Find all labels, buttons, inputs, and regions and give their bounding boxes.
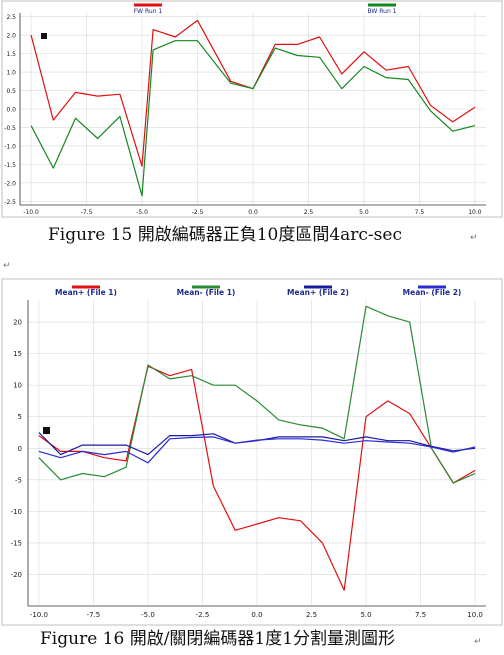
- figure-16-chart: Mean+ (File 1) Mean- (File 1) Mean+ (File …: [1, 278, 503, 626]
- series-lines: [38, 305, 476, 591]
- y-tick-label: -5: [15, 476, 22, 484]
- series-lines: [30, 19, 476, 197]
- gridlines: [20, 13, 486, 205]
- chart-legend: FW Run 1 BW Run 1: [134, 3, 397, 15]
- y-tick-label: 0: [18, 445, 22, 453]
- y-tick-label: 5: [18, 413, 22, 421]
- y-tick-label: 2.5: [6, 14, 16, 21]
- y-tick-label: 0.0: [6, 107, 16, 114]
- y-tick-label: 20: [13, 319, 22, 327]
- legend-label: Mean- (File 2): [403, 288, 462, 297]
- legend-label: Mean+ (File 1): [55, 288, 117, 297]
- cursor-marker: [43, 427, 50, 434]
- legend-label: BW Run 1: [368, 8, 397, 15]
- x-tick-label: 2.5: [306, 611, 317, 619]
- y-tick-label: 1.0: [6, 70, 16, 77]
- cursor-marker: [41, 33, 47, 39]
- x-tick-label: -5.0: [141, 611, 155, 619]
- y-tick-label: 1.5: [6, 51, 16, 58]
- x-tick-label: 10.0: [467, 611, 483, 619]
- x-tick-label: 10.0: [468, 209, 482, 216]
- x-tick-label: 5.0: [360, 611, 371, 619]
- y-tick-label: -1.5: [4, 162, 16, 169]
- x-tick-label: -7.5: [87, 611, 101, 619]
- x-tick-label: -2.5: [192, 209, 204, 216]
- gridlines: [28, 300, 486, 606]
- y-tick-label: -20: [11, 571, 22, 579]
- x-tick-label: -7.5: [81, 209, 93, 216]
- figure-15-chart: FW Run 1 BW Run 1 -10.0 -7.5 -5.0 -2.5 0.0 2.5…: [1, 0, 503, 218]
- x-tick-label: -10.0: [23, 209, 39, 216]
- y-tick-label: -15: [11, 539, 22, 547]
- x-tick-label: 7.5: [415, 611, 426, 619]
- series-line: [38, 436, 476, 464]
- tick-labels: -10.0 -7.5 -5.0 -2.5 0.0 2.5 5.0 7.5 10.0 2.5 2.0 1…: [4, 14, 481, 216]
- x-tick-label: -5.0: [136, 209, 148, 216]
- x-tick-label: -2.5: [196, 611, 210, 619]
- x-tick-label: -10.0: [30, 611, 48, 619]
- y-tick-label: -10: [11, 508, 22, 516]
- figure-16-caption: Figure 16 開啟/關閉編碼器1度1分割量測圖形: [40, 629, 395, 649]
- legend-label: Mean- (File 1): [177, 288, 236, 297]
- legend-label: Mean+ (File 2): [287, 288, 349, 297]
- y-tick-label: 2.0: [6, 33, 16, 40]
- tick-labels: -10.0 -7.5 -5.0 -2.5 0.0 2.5 5.0 7.5 10.0 20 15 10 5…: [11, 319, 483, 619]
- y-tick-label: -1.0: [4, 143, 16, 150]
- y-tick-label: 0.5: [6, 88, 16, 95]
- x-tick-label: 5.0: [359, 209, 369, 216]
- series-line: [38, 365, 476, 591]
- figure-15-caption: Figure 15 開啟編碼器正負10度區間4arc-sec: [48, 225, 402, 245]
- x-tick-label: 0.0: [251, 611, 262, 619]
- series-line: [38, 305, 476, 484]
- y-tick-label: -2.0: [4, 180, 16, 187]
- y-tick-label: -0.5: [4, 125, 16, 132]
- x-tick-label: 0.0: [248, 209, 258, 216]
- x-tick-label: 7.5: [415, 209, 425, 216]
- series-line: [30, 40, 476, 197]
- y-tick-label: 10: [13, 382, 22, 390]
- x-tick-label: 2.5: [304, 209, 314, 216]
- y-tick-label: 15: [13, 350, 22, 358]
- legend-label: FW Run 1: [134, 8, 163, 15]
- paragraph-mark: ↵: [470, 233, 478, 243]
- chart-legend: Mean+ (File 1) Mean- (File 1) Mean+ (File …: [55, 285, 462, 297]
- y-tick-label: -2.5: [4, 199, 16, 206]
- paragraph-mark: ↵: [474, 637, 482, 647]
- paragraph-mark: ↵: [3, 261, 11, 271]
